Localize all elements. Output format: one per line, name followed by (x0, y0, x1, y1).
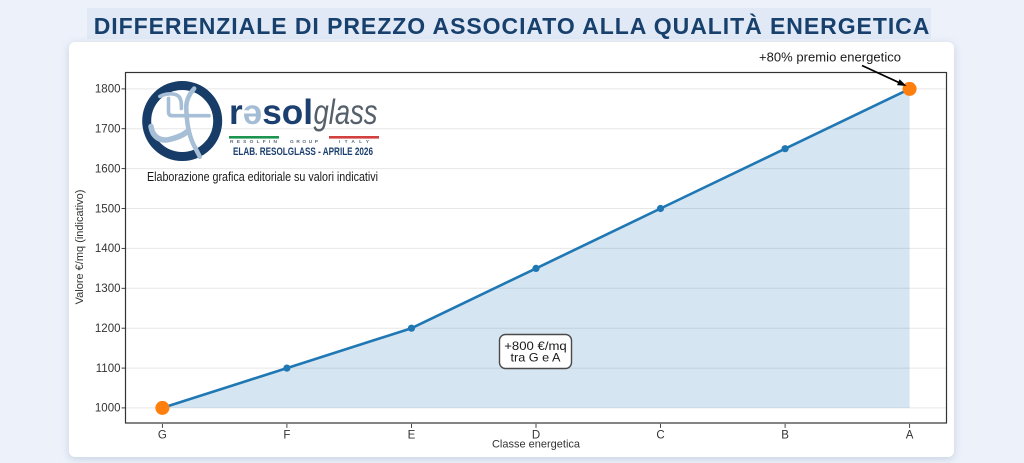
svg-text:Valore €/mq (indicativo): Valore €/mq (indicativo) (74, 190, 86, 305)
svg-text:1300: 1300 (95, 283, 121, 295)
svg-text:GROUP: GROUP (290, 139, 319, 145)
svg-text:1500: 1500 (95, 203, 121, 215)
svg-text:1100: 1100 (96, 363, 121, 375)
svg-text:B: B (781, 430, 789, 442)
svg-text:1400: 1400 (95, 243, 121, 255)
svg-text:1700: 1700 (95, 124, 121, 136)
svg-text:glass: glass (314, 93, 378, 132)
svg-text:F: F (283, 430, 290, 442)
svg-text:Elaborazione grafica editorial: Elaborazione grafica editoriale su valor… (147, 170, 378, 184)
svg-text:1200: 1200 (95, 323, 121, 335)
svg-text:1800: 1800 (95, 84, 121, 96)
svg-text:ITALY: ITALY (339, 139, 370, 145)
svg-text:D: D (532, 430, 540, 442)
svg-text:rəsol: rəsol (229, 93, 313, 132)
svg-text:A: A (906, 430, 914, 442)
svg-text:1000: 1000 (95, 403, 121, 415)
svg-text:+800 €/mq: +800 €/mq (504, 339, 567, 353)
svg-text:G: G (158, 430, 167, 442)
svg-text:+80% premio energetico: +80% premio energetico (759, 50, 901, 65)
svg-text:ELAB. RESOLGLASS - APRILE 2026: ELAB. RESOLGLASS - APRILE 2026 (233, 146, 373, 158)
svg-text:tra G e A: tra G e A (511, 351, 561, 365)
svg-text:1600: 1600 (95, 163, 121, 175)
svg-text:E: E (408, 430, 416, 442)
svg-text:C: C (656, 430, 664, 442)
svg-text:RESOLFIN: RESOLFIN (230, 139, 278, 145)
svg-text:Classe energetica: Classe energetica (492, 439, 581, 451)
